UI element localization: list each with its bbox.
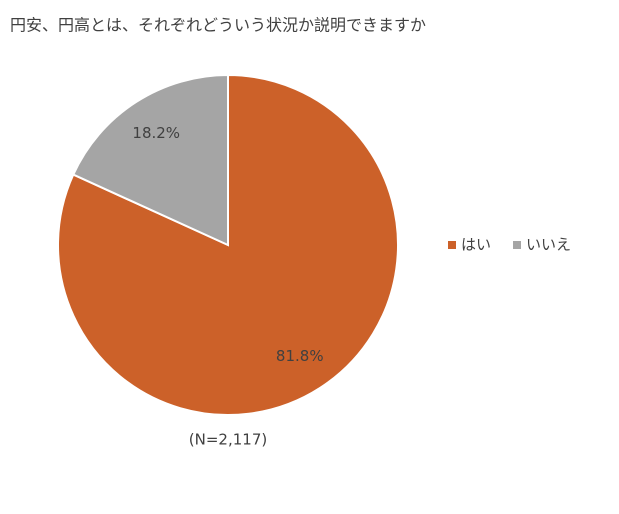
legend-label: はい bbox=[461, 236, 491, 254]
data-label: 81.8% bbox=[276, 347, 324, 365]
data-label: 18.2% bbox=[132, 124, 180, 142]
chart-title: 円安、円高とは、それぞれどういう状況か説明できますか bbox=[10, 16, 426, 35]
note: (N=2,117) bbox=[189, 431, 267, 449]
legend-marker bbox=[448, 241, 456, 249]
legend-label: いいえ bbox=[526, 236, 571, 254]
legend-marker bbox=[513, 241, 522, 249]
pie-slice bbox=[71, 73, 229, 247]
